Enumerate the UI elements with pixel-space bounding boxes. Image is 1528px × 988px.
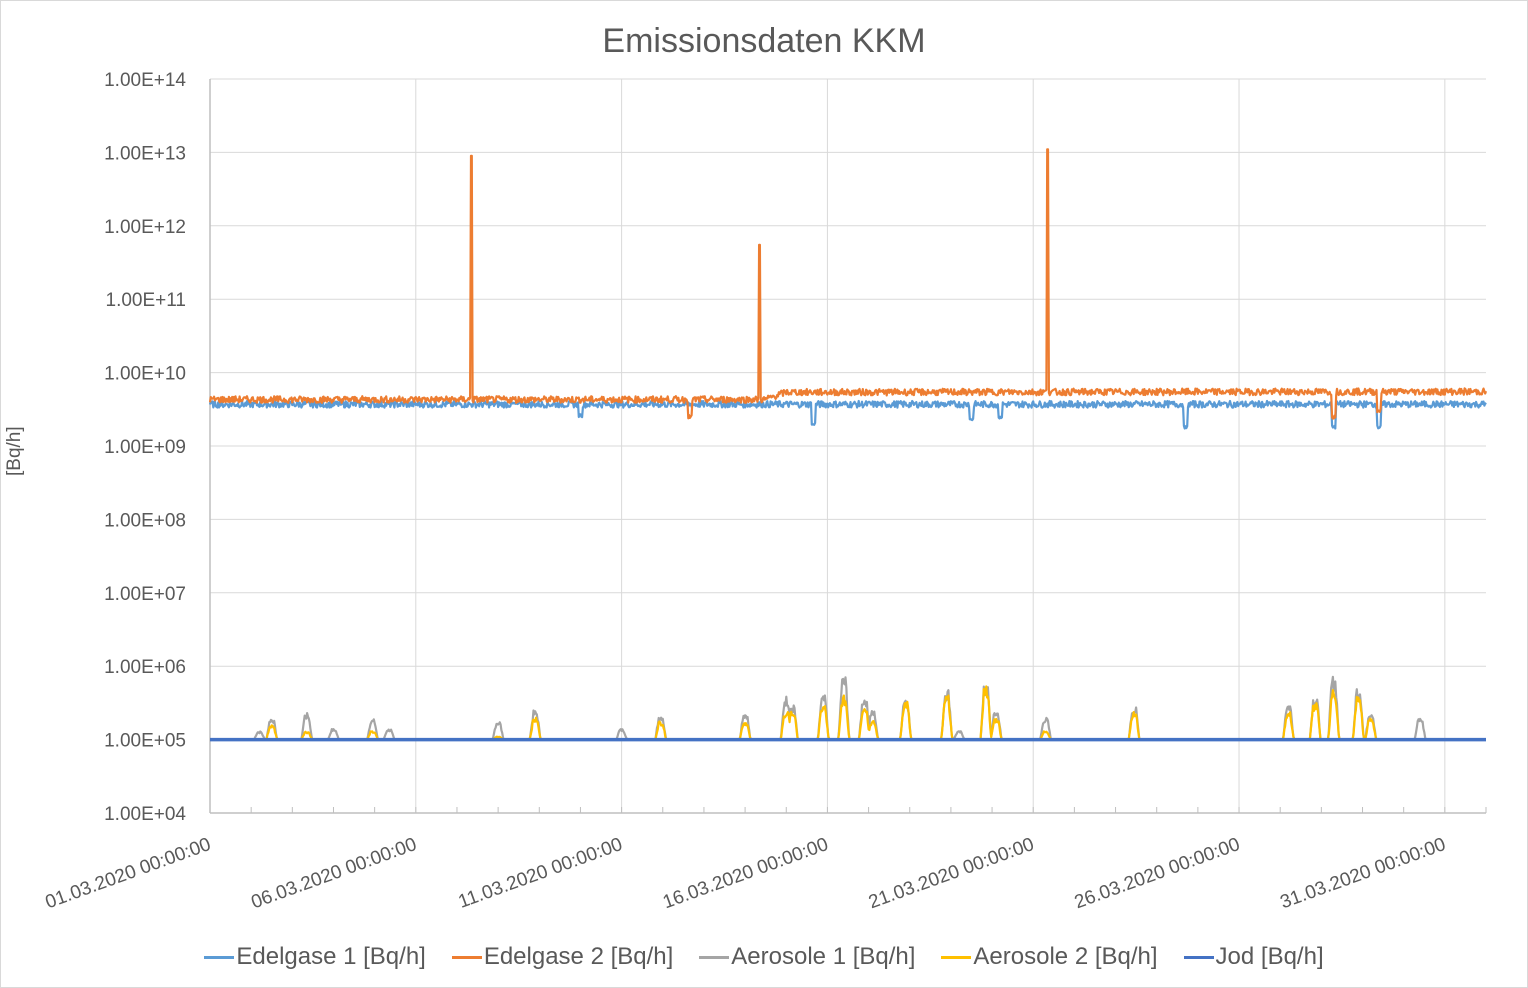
legend-label: Edelgase 1 [Bq/h]	[236, 943, 426, 970]
legend-item[interactable]: Edelgase 2 [Bq/h]	[451, 943, 674, 971]
series-line-aerosole-2	[209, 685, 1487, 741]
x-tick-label: 16.03.2020 00:00:00	[660, 834, 831, 913]
legend-label: Jod [Bq/h]	[1215, 943, 1324, 970]
legend-item[interactable]: Aerosole 2 [Bq/h]	[941, 943, 1158, 971]
y-tick-label: 1.00E+12	[104, 217, 186, 238]
legend-swatch	[941, 955, 972, 959]
y-tick-label: 1.00E+04	[104, 804, 186, 825]
legend-label: Aerosole 2 [Bq/h]	[973, 943, 1158, 970]
legend-swatch	[699, 955, 730, 959]
x-tick-label: 06.03.2020 00:00:00	[249, 834, 420, 913]
series-line-edelgase-2	[208, 148, 1488, 420]
chart-title: Emissionsdaten KKM	[602, 22, 926, 60]
legend-label: Edelgase 2 [Bq/h]	[483, 943, 674, 970]
y-tick-label: 1.00E+11	[106, 290, 186, 311]
y-tick-label: 1.00E+05	[104, 731, 186, 752]
legend: Edelgase 1 [Bq/h] Edelgase 2 [Bq/h] Aeroso…	[0, 943, 1528, 971]
y-tick-label: 1.00E+06	[104, 657, 186, 678]
y-tick-label: 1.00E+10	[104, 364, 186, 385]
legend-swatch	[451, 955, 482, 959]
x-tick-label: 21.03.2020 00:00:00	[866, 834, 1037, 913]
y-tick-label: 1.00E+07	[104, 584, 186, 605]
legend-swatch	[204, 955, 235, 959]
x-tick-label: 01.03.2020 00:00:00	[43, 834, 214, 913]
y-tick-label: 1.00E+09	[104, 437, 186, 458]
y-tick-label: 1.00E+13	[104, 143, 186, 164]
legend-item[interactable]: Edelgase 1 [Bq/h]	[204, 943, 426, 971]
y-tick-label: 1.00E+14	[104, 70, 186, 91]
y-tick-label: 1.00E+08	[104, 510, 186, 531]
x-tick-label: 26.03.2020 00:00:00	[1072, 834, 1243, 913]
legend-label: Aerosole 1 [Bq/h]	[731, 943, 916, 970]
legend-item[interactable]: Aerosole 1 [Bq/h]	[699, 943, 915, 971]
x-tick-label: 31.03.2020 00:00:00	[1278, 834, 1449, 913]
series-line-edelgase-1	[208, 399, 1487, 430]
legend-item[interactable]: Jod [Bq/h]	[1183, 943, 1324, 971]
x-tick-label: 11.03.2020 00:00:00	[456, 834, 626, 913]
legend-swatch	[1183, 955, 1214, 959]
